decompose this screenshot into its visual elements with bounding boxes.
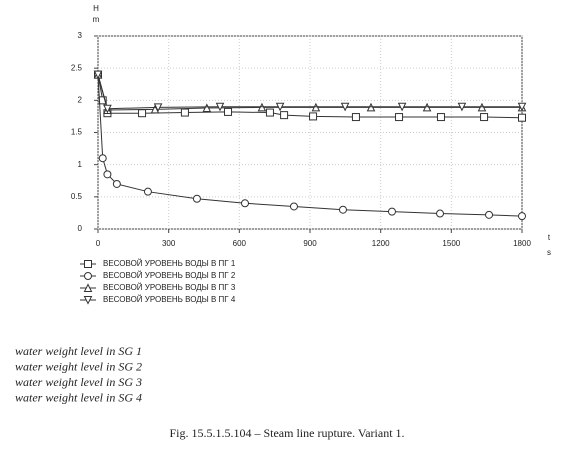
x-tick-label: 600 — [233, 239, 247, 248]
y-tick-label: 0 — [78, 224, 83, 233]
x-tick-label: 1200 — [372, 239, 390, 248]
marker — [143, 187, 152, 196]
note: water weight level in SG 1 — [15, 344, 142, 358]
x-tick-label: 1800 — [513, 239, 531, 248]
marker — [397, 102, 407, 112]
marker — [112, 179, 121, 188]
marker — [275, 102, 285, 112]
y-tick-label: 2.5 — [71, 63, 83, 72]
marker — [485, 210, 494, 219]
legend-label: ВЕСОВОЙ УРОВЕНЬ ВОДЫ В ПГ 4 — [103, 295, 236, 304]
marker — [517, 102, 527, 112]
x-tick-label: 1500 — [442, 239, 460, 248]
legend-marker — [83, 283, 93, 292]
x-tick-label: 900 — [303, 239, 317, 248]
marker — [215, 102, 225, 112]
marker — [192, 194, 201, 203]
y-tick-label: 2 — [78, 95, 83, 104]
x-unit: s — [547, 248, 551, 257]
marker — [180, 108, 189, 117]
marker — [280, 111, 289, 120]
marker — [387, 207, 396, 216]
marker — [138, 109, 147, 118]
y-tick-label: 0.5 — [71, 192, 83, 201]
series-line — [97, 74, 522, 111]
marker — [518, 212, 526, 221]
note: water weight level in SG 4 — [15, 390, 142, 404]
legend-label: ВЕСОВОЙ УРОВЕНЬ ВОДЫ В ПГ 1 — [103, 259, 236, 268]
series-line — [97, 74, 523, 217]
marker — [224, 107, 233, 116]
x-tick-label: 300 — [162, 239, 176, 248]
marker — [153, 103, 163, 113]
marker — [338, 205, 347, 214]
y-tick-label: 1.5 — [71, 128, 83, 137]
caption: Fig. 15.5.1.5.104 – Steam line rupture. … — [169, 426, 404, 440]
marker — [436, 113, 445, 122]
note: water weight level in SG 2 — [15, 359, 142, 373]
marker — [202, 103, 212, 113]
legend-label: ВЕСОВОЙ УРОВЕНЬ ВОДЫ В ПГ 2 — [103, 271, 236, 280]
legend-marker — [84, 272, 92, 280]
marker — [480, 113, 489, 122]
y-label: H — [93, 4, 99, 13]
marker — [103, 104, 112, 114]
legend-marker — [84, 260, 92, 268]
x-label: t — [548, 233, 551, 242]
y-tick-label: 3 — [78, 31, 83, 40]
marker — [240, 199, 249, 208]
marker — [366, 102, 376, 112]
legend-label: ВЕСОВОЙ УРОВЕНЬ ВОДЫ В ПГ 3 — [103, 283, 236, 292]
marker — [257, 102, 267, 112]
marker — [309, 112, 318, 121]
marker — [477, 102, 487, 112]
y-tick-label: 1 — [78, 160, 83, 169]
series-line — [97, 74, 523, 119]
marker — [93, 70, 103, 80]
marker — [103, 170, 112, 179]
marker — [311, 102, 321, 112]
marker — [457, 102, 467, 112]
note: water weight level in SG 3 — [15, 375, 142, 389]
marker — [265, 108, 274, 117]
marker — [289, 202, 298, 211]
marker — [518, 113, 526, 122]
y-unit: m — [93, 15, 100, 24]
legend-marker — [83, 296, 93, 305]
marker — [422, 102, 432, 112]
marker — [340, 102, 350, 112]
marker — [436, 209, 445, 218]
marker — [98, 154, 107, 163]
marker — [395, 113, 404, 122]
x-tick-label: 0 — [96, 239, 101, 248]
marker — [351, 113, 360, 122]
